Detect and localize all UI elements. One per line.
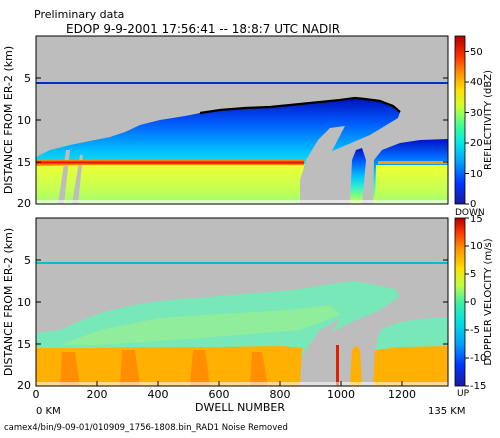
x-tick-label: 600	[209, 388, 230, 401]
bright-band-core	[36, 161, 304, 164]
reflectivity-y-axis-label: DISTANCE FROM ER-2 (km)	[2, 46, 15, 194]
down-label: DOWN	[455, 208, 485, 218]
colorbar-tick-label: -5	[470, 325, 480, 336]
main-rain-region	[36, 163, 305, 204]
colorbar-tick-label: -10	[470, 353, 486, 364]
y-tick-label: 10	[17, 114, 31, 127]
chart-title: EDOP 9-9-2001 17:56:41 -- 18:8:7 UTC NAD…	[66, 22, 340, 36]
end-distance-label: 135 KM	[428, 406, 465, 417]
colorbar-tick-label: 20	[470, 138, 483, 149]
x-axis-label: DWELL NUMBER	[195, 401, 285, 414]
doppler-y-axis-label: DISTANCE FROM ER-2 (km)	[2, 228, 15, 376]
x-tick-label: 0	[33, 388, 40, 401]
colorbar-tick-label: -15	[470, 381, 486, 392]
colorbar-tick-label: 10	[470, 169, 483, 180]
reflectivity-y-ticks: 5 10 15 20	[17, 72, 448, 210]
velocity-gap	[300, 318, 340, 386]
doppler-y-ticks: 5 10 15 20	[17, 254, 448, 392]
doppler-colorbar-ramp	[454, 217, 466, 387]
cloud-top-edge	[199, 96, 401, 115]
right-cell-rain	[375, 165, 448, 204]
right-cell-velocity	[350, 345, 448, 386]
up-label: UP	[457, 389, 470, 399]
colorbar-tick-label: 10	[470, 241, 483, 252]
reflectivity-colorbar: 0 10 20 30 40 50 REFLECTIVITY (dBZ) DOWN	[454, 35, 494, 218]
snow-velocity-core	[60, 305, 340, 345]
echo-gap-1	[300, 126, 345, 204]
aircraft-line	[36, 82, 448, 84]
surface-return	[36, 200, 448, 204]
right-cell-1	[350, 148, 366, 204]
reflectivity-panel: 5 10 15 20 DISTANCE FROM ER-2 (km) 0 10 …	[2, 35, 494, 218]
y-tick-label: 5	[24, 72, 31, 85]
y-tick-label: 15	[17, 156, 31, 169]
x-tick-label: 1000	[327, 388, 355, 401]
colorbar-tick-label: 50	[470, 47, 483, 58]
colorbar-tick-label: 0	[470, 199, 476, 210]
colorbar-tick-label: 15	[470, 214, 483, 225]
y-tick-label: 5	[24, 254, 31, 267]
y-tick-label: 20	[17, 197, 31, 210]
colorbar-tick-label: 30	[470, 108, 483, 119]
surface-return	[36, 382, 448, 386]
start-distance-label: 0 KM	[36, 406, 61, 417]
file-path-label: camex4/bin/9-09-01/010909_1756-1808.bin_…	[4, 423, 288, 433]
y-tick-label: 20	[17, 379, 31, 392]
doppler-colorbar-label: DOPPLER VELOCITY (m/s)	[483, 238, 494, 365]
reflectivity-colorbar-label: REFLECTIVITY (dBZ)	[483, 70, 494, 170]
colorbar-tick-label: 40	[470, 77, 483, 88]
aircraft-line	[36, 262, 448, 264]
y-tick-label: 10	[17, 296, 31, 309]
strong-downdraft	[336, 345, 339, 386]
doppler-echo	[36, 262, 448, 386]
right-cell-velocity-top	[375, 318, 448, 350]
reflectivity-echo	[36, 82, 448, 204]
doppler-panel: 5 10 15 20 0 200 400 600 800 1000 1200 D…	[2, 214, 494, 414]
reflectivity-colorbar-ramp	[454, 35, 466, 205]
x-tick-label: 200	[87, 388, 108, 401]
colorbar-tick-label: 0	[470, 297, 476, 308]
doppler-x-ticks: 0 200 400 600 800 1000 1200	[33, 381, 416, 401]
x-tick-label: 400	[148, 388, 169, 401]
rain-velocity-region	[36, 346, 302, 386]
doppler-colorbar: -15 -10 -5 0 5 10 15 DOPPLER VELOCITY (m…	[454, 214, 494, 399]
preliminary-label: Preliminary data	[34, 8, 124, 21]
y-tick-label: 15	[17, 338, 31, 351]
x-tick-label: 800	[270, 388, 291, 401]
bright-band-right	[378, 161, 448, 164]
colorbar-tick-label: 5	[470, 269, 476, 280]
x-tick-label: 1200	[388, 388, 416, 401]
